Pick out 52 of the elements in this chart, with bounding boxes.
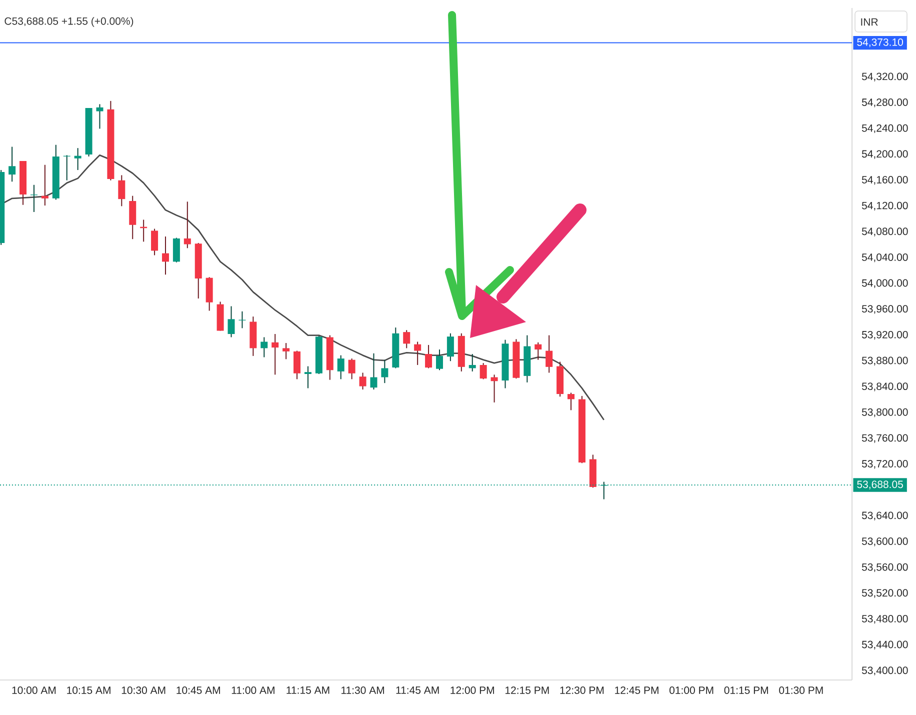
y-tick-label: 53,560.00 <box>862 563 908 572</box>
y-tick-label: 53,960.00 <box>862 305 908 314</box>
y-tick-label: 53,760.00 <box>862 434 908 443</box>
x-tick-label: 11:30 AM <box>341 686 384 694</box>
y-tick-label: 54,280.00 <box>862 98 908 108</box>
x-tick-label: 01:15 PM <box>724 686 768 694</box>
y-tick-label: 53,720.00 <box>862 460 908 469</box>
y-tick-label: 54,160.00 <box>862 176 908 185</box>
candlestick <box>272 333 279 376</box>
x-tick-label: 01:00 PM <box>669 686 714 694</box>
x-tick-label: 10:30 AM <box>122 686 166 694</box>
annotation: C53,688.05 +1.55 (+0.00%) <box>4 17 134 27</box>
y-tick-label: 53,800.00 <box>862 408 908 418</box>
y-tick-label: 53,440.00 <box>862 640 908 650</box>
candlestick <box>490 374 498 403</box>
y-tick-label: 54,000.00 <box>862 279 908 288</box>
candlestick <box>304 366 312 389</box>
y-tick-label: 53,480.00 <box>862 614 908 624</box>
x-tick-label: 11:00 AM <box>232 686 274 694</box>
y-tick-label: 54,120.00 <box>862 202 908 211</box>
x-tick-label: 12:45 PM <box>615 686 658 694</box>
x-tick-label: 01:30 PM <box>779 686 823 694</box>
ref-line-label: 53,688.05 <box>857 480 903 490</box>
candlestick <box>41 164 48 206</box>
y-tick-label: 54,040.00 <box>862 253 908 262</box>
y-tick-label: 54,200.00 <box>862 150 908 159</box>
x-tick-label: 10:00 AM <box>12 686 56 694</box>
y-tick-label: 53,520.00 <box>862 589 908 598</box>
x-tick-label: 12:15 PM <box>505 686 549 694</box>
y-tick-label: 53,400.00 <box>862 666 908 676</box>
text: INR <box>861 18 878 26</box>
y-tick-label: 54,320.00 <box>862 72 908 82</box>
x-tick-label: 11:15 AM <box>286 686 330 694</box>
x-tick-label: 10:15 AM <box>67 686 110 694</box>
ref-line-label: 54,373.10 <box>857 38 903 48</box>
y-tick-label: 53,640.00 <box>862 512 908 520</box>
candlestick <box>534 342 542 360</box>
x-tick-label: 11:45 AM <box>396 686 439 694</box>
candlestick <box>468 354 476 372</box>
candlestick <box>74 148 82 171</box>
y-tick-label: 53,880.00 <box>862 356 908 366</box>
candlestick <box>96 104 104 130</box>
x-tick-label: 10:45 AM <box>176 686 220 694</box>
candlestick <box>282 342 290 360</box>
x-tick-label: 12:30 PM <box>560 686 604 694</box>
y-tick-label: 53,600.00 <box>862 538 908 546</box>
y-tick-label: 54,080.00 <box>862 228 908 236</box>
candlestick <box>184 201 191 249</box>
y-tick-label: 53,920.00 <box>862 330 908 340</box>
x-tick-label: 12:00 PM <box>450 686 494 694</box>
y-tick-label: 53,840.00 <box>862 382 908 392</box>
y-tick-label: 54,240.00 <box>862 124 908 134</box>
